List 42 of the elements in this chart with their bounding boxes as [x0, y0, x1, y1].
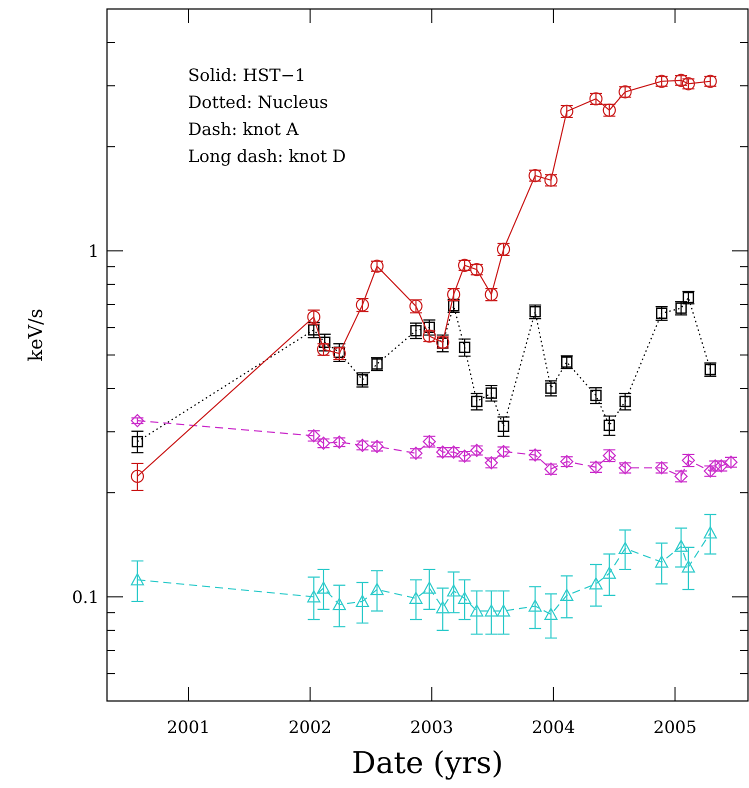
point	[130, 470, 144, 483]
point	[484, 604, 498, 617]
annotation: Long dash: knot D	[188, 147, 346, 167]
x-tick-label: 2001	[166, 718, 210, 738]
point	[422, 581, 436, 594]
point	[307, 590, 320, 602]
y-axis-title: keV/s	[25, 308, 47, 362]
y-tick-label: 1	[88, 242, 99, 262]
annotation: Dash: knot A	[188, 120, 300, 140]
y-tick-label: 0.1	[72, 588, 99, 608]
x-tick-label: 2003	[410, 718, 454, 738]
point	[356, 594, 370, 608]
point	[470, 604, 484, 617]
point	[370, 582, 384, 596]
point	[130, 414, 144, 428]
x-tick-label: 2004	[532, 718, 576, 738]
point	[544, 608, 558, 620]
point	[618, 542, 632, 554]
point	[560, 588, 574, 601]
point	[447, 298, 460, 313]
point	[528, 600, 542, 612]
point	[655, 556, 668, 568]
point	[307, 322, 320, 338]
point	[682, 560, 695, 573]
point	[316, 581, 330, 594]
x-tick-label: 2002	[288, 718, 332, 738]
x-axis-title: Date (yrs)	[352, 746, 504, 781]
annotation: Dotted: Nucleus	[188, 93, 328, 113]
point	[332, 598, 346, 610]
point	[409, 592, 423, 604]
point	[436, 601, 450, 614]
point	[458, 592, 472, 604]
x-tick-label: 2005	[653, 718, 697, 738]
point	[704, 526, 717, 539]
point	[447, 584, 460, 597]
point	[674, 540, 688, 552]
point	[132, 436, 144, 448]
annotation: Solid: HST−1	[188, 66, 306, 86]
point	[602, 566, 616, 579]
point	[589, 577, 603, 590]
point	[496, 604, 510, 617]
point	[130, 573, 144, 586]
